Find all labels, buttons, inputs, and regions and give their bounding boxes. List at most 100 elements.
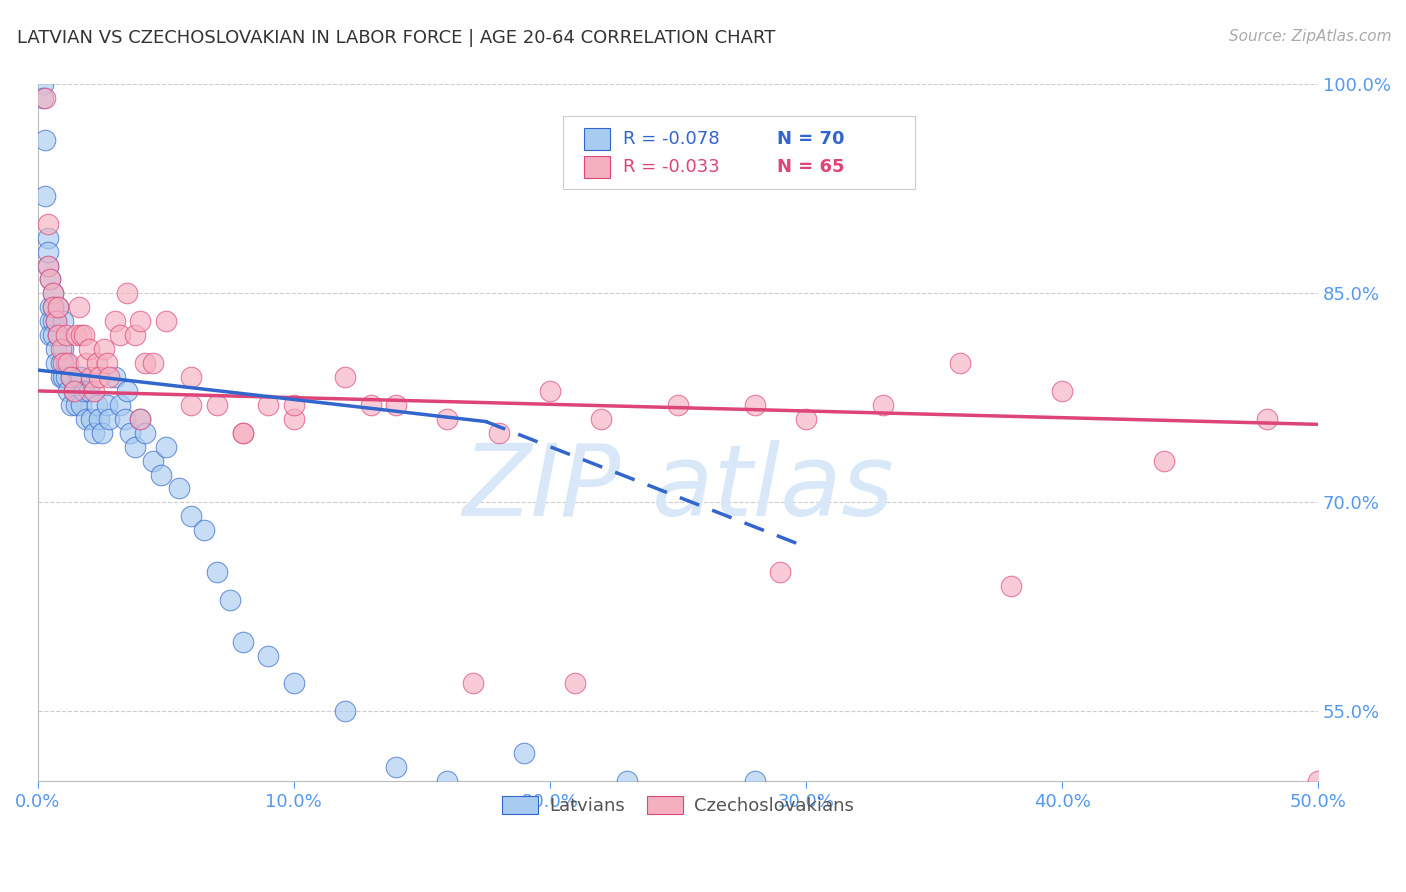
Point — [55, 370, 77, 384]
Point — [129, 411, 152, 425]
Point — [42, 301, 65, 315]
Point — [86, 356, 108, 370]
Point — [167, 482, 190, 496]
Point — [83, 425, 105, 440]
Point — [49, 370, 72, 384]
Point — [77, 342, 100, 356]
Text: LATVIAN VS CZECHOSLOVAKIAN IN LABOR FORCE | AGE 20-64 CORRELATION CHART: LATVIAN VS CZECHOSLOVAKIAN IN LABOR FORC… — [17, 29, 775, 46]
Point — [513, 746, 536, 760]
Point — [46, 301, 69, 315]
Point — [37, 244, 59, 259]
Point — [149, 467, 172, 482]
Point — [67, 370, 90, 384]
Point — [46, 328, 69, 343]
Point — [436, 774, 458, 789]
Point — [218, 593, 240, 607]
Point — [360, 398, 382, 412]
Point — [1000, 579, 1022, 593]
Point — [108, 328, 131, 343]
Point — [86, 398, 108, 412]
Point — [114, 411, 136, 425]
Point — [37, 259, 59, 273]
Point — [436, 411, 458, 425]
Text: Source: ZipAtlas.com: Source: ZipAtlas.com — [1229, 29, 1392, 44]
Point — [118, 425, 141, 440]
Point — [333, 704, 356, 718]
Point — [205, 565, 228, 579]
Point — [488, 425, 510, 440]
Point — [89, 370, 111, 384]
Point — [70, 398, 93, 412]
Point — [67, 301, 90, 315]
Point — [129, 314, 152, 328]
Point — [37, 230, 59, 244]
Point — [96, 398, 118, 412]
Point — [283, 411, 305, 425]
Point — [52, 356, 75, 370]
Point — [65, 328, 87, 343]
Point — [134, 356, 156, 370]
Point — [42, 301, 65, 315]
Text: R = -0.078: R = -0.078 — [623, 130, 720, 148]
Point — [124, 440, 146, 454]
Point — [124, 328, 146, 343]
Point — [257, 648, 280, 663]
Point — [52, 314, 75, 328]
Point — [103, 314, 125, 328]
Point — [193, 523, 215, 537]
Point — [1153, 453, 1175, 467]
Point — [283, 398, 305, 412]
Point — [52, 342, 75, 356]
Point — [52, 370, 75, 384]
Point — [98, 370, 121, 384]
Point — [83, 384, 105, 398]
Point — [385, 760, 408, 774]
Point — [98, 411, 121, 425]
Point — [591, 411, 613, 425]
Point — [96, 356, 118, 370]
Point — [666, 398, 689, 412]
Point — [77, 384, 100, 398]
Point — [49, 342, 72, 356]
Point — [39, 328, 62, 343]
Point — [31, 91, 53, 105]
Point — [65, 398, 87, 412]
Point — [73, 328, 96, 343]
Point — [49, 356, 72, 370]
Point — [1050, 384, 1073, 398]
Point — [58, 356, 80, 370]
FancyBboxPatch shape — [585, 128, 610, 150]
Point — [42, 314, 65, 328]
Point — [180, 509, 202, 524]
Point — [34, 189, 56, 203]
Point — [89, 411, 111, 425]
Point — [1308, 774, 1330, 789]
Point — [129, 411, 152, 425]
Point — [257, 398, 280, 412]
Point — [142, 453, 165, 467]
Point — [70, 328, 93, 343]
Point — [70, 370, 93, 384]
Point — [34, 133, 56, 147]
Point — [34, 91, 56, 105]
Point — [62, 384, 84, 398]
Point — [46, 301, 69, 315]
Point — [538, 384, 561, 398]
Point — [103, 370, 125, 384]
Point — [45, 314, 67, 328]
Point — [59, 370, 82, 384]
FancyBboxPatch shape — [562, 116, 915, 189]
Point — [232, 425, 254, 440]
Point — [794, 411, 817, 425]
Point — [42, 328, 65, 343]
Point — [39, 272, 62, 286]
Point — [45, 342, 67, 356]
Point — [461, 676, 484, 690]
Point — [75, 411, 97, 425]
Point — [117, 286, 139, 301]
Point — [73, 384, 96, 398]
Point — [949, 356, 972, 370]
Point — [744, 774, 766, 789]
Point — [55, 328, 77, 343]
Point — [59, 398, 82, 412]
